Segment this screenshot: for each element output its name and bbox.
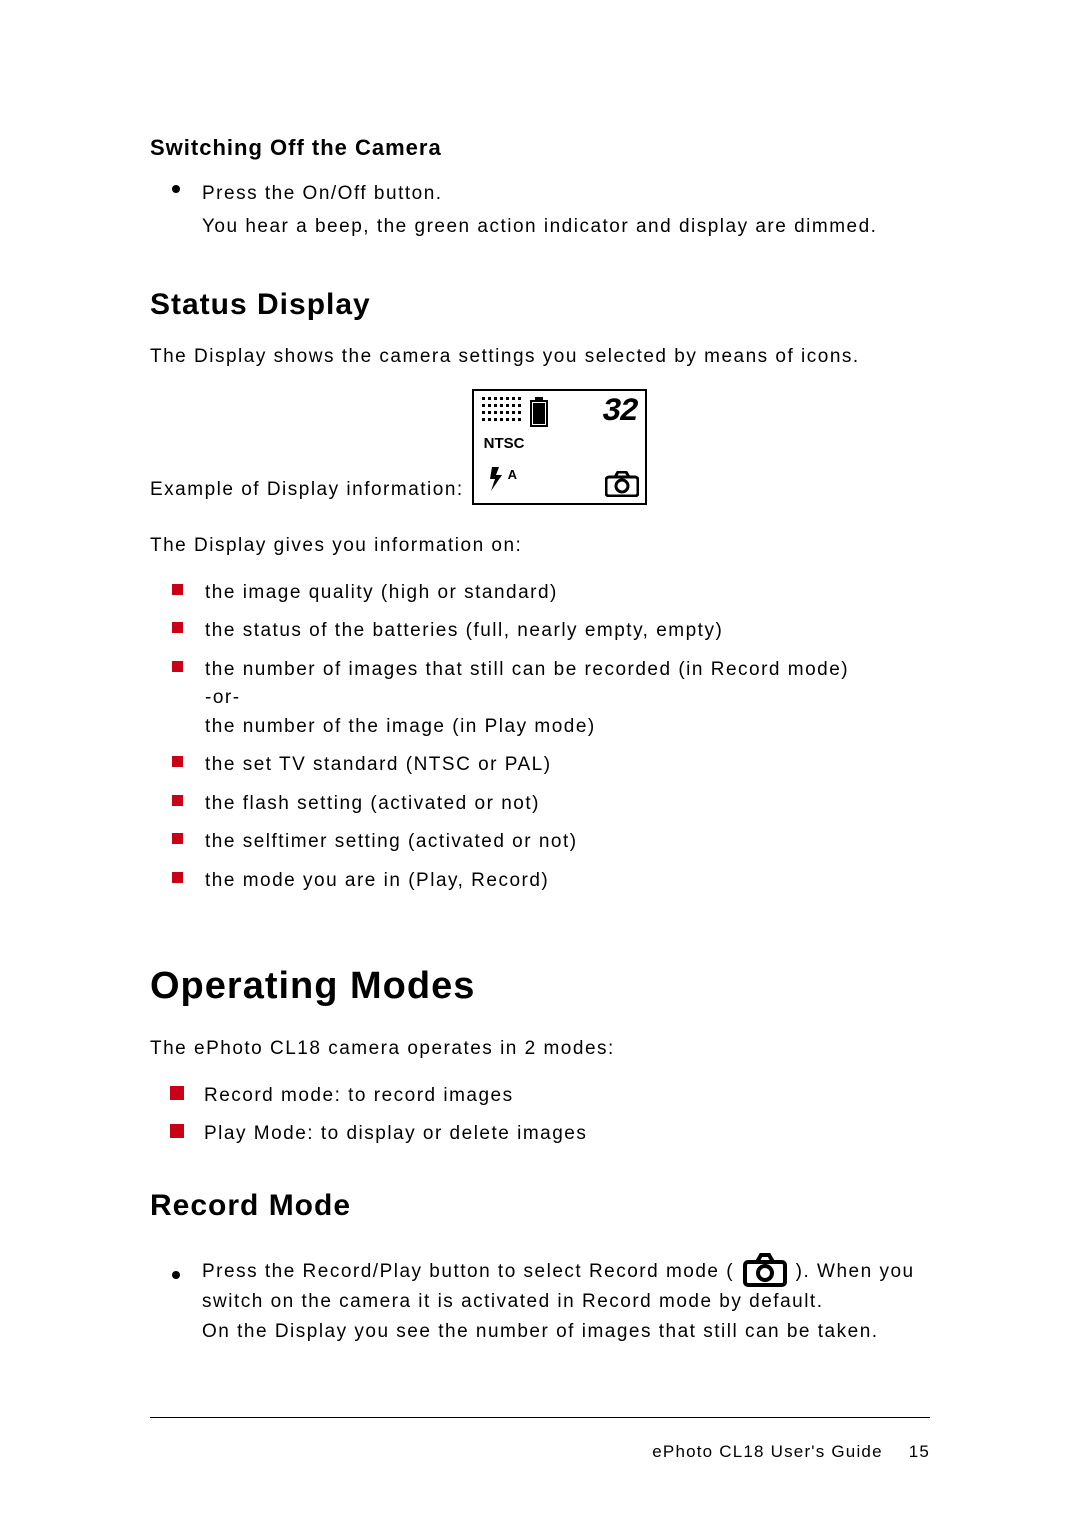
square-bullet-icon [172, 584, 183, 595]
list-item: the image quality (high or standard) [150, 579, 930, 608]
lcd-count: 32 [602, 393, 636, 430]
flash-auto-icon: A [486, 467, 517, 497]
mode-rest: : to record images [335, 1085, 514, 1106]
list-item: Record mode: to record images [150, 1082, 930, 1111]
bullet-dot-icon [172, 185, 180, 193]
square-bullet-icon [170, 1124, 184, 1138]
list-text: Record mode: to record images [204, 1082, 930, 1111]
list-text: the mode you are in (Play, Record) [205, 867, 930, 896]
list-text: the selftimer setting (activated or not) [205, 828, 930, 857]
mode-rest: : to display or delete images [307, 1123, 587, 1144]
footer-guide: ePhoto CL18 User's Guide [652, 1442, 883, 1461]
square-bullet-icon [172, 872, 183, 883]
heading-record-mode: Record Mode [150, 1189, 930, 1223]
footer-rule [150, 1417, 930, 1418]
lcd-display: 32 NTSC A [472, 389, 647, 505]
list-text: Play Mode: to display or delete images [204, 1120, 930, 1149]
square-bullet-icon [172, 833, 183, 844]
step-text: Press the On/Off button. [202, 179, 930, 208]
bullet-step: Press the Record/Play button to select R… [150, 1253, 930, 1348]
record-step-text: Press the Record/Play button to select R… [202, 1253, 930, 1348]
info-intro: The Display gives you information on: [150, 531, 930, 560]
mode-label: Play Mode [204, 1123, 307, 1144]
square-bullet-icon [172, 795, 183, 806]
camera-icon [743, 1253, 787, 1287]
record-pre: Press the Record/Play button to select R… [202, 1261, 734, 1282]
footer: ePhoto CL18 User's Guide 15 [652, 1442, 930, 1462]
square-bullet-icon [172, 756, 183, 767]
bullet-step: Press the On/Off button. [150, 179, 930, 208]
example-label: Example of Display information: [150, 479, 464, 505]
camera-mode-icon [605, 471, 639, 497]
quality-grid-icon [482, 397, 524, 425]
list-item: Play Mode: to display or delete images [150, 1120, 930, 1149]
heading-switching-off: Switching Off the Camera [150, 135, 930, 161]
step-result: You hear a beep, the green action indica… [202, 212, 930, 241]
square-bullet-icon [172, 661, 183, 672]
list-item: the mode you are in (Play, Record) [150, 867, 930, 896]
heading-status-display: Status Display [150, 288, 930, 322]
square-bullet-icon [172, 622, 183, 633]
list-item: the number of images that still can be r… [150, 656, 930, 742]
mode-label: Record mode [204, 1085, 335, 1106]
list-item: the status of the batteries (full, nearl… [150, 617, 930, 646]
list-text: the status of the batteries (full, nearl… [205, 617, 930, 646]
status-intro: The Display shows the camera settings yo… [150, 342, 930, 371]
list-text: the number of images that still can be r… [205, 656, 930, 742]
square-bullet-icon [170, 1086, 184, 1100]
list-text: the set TV standard (NTSC or PAL) [205, 751, 930, 780]
list-text: the image quality (high or standard) [205, 579, 930, 608]
modes-intro: The ePhoto CL18 camera operates in 2 mod… [150, 1034, 930, 1063]
page-number: 15 [909, 1442, 930, 1461]
bullet-dot-icon [172, 1271, 180, 1279]
list-item: the flash setting (activated or not) [150, 790, 930, 819]
battery-icon [530, 397, 548, 427]
lcd-ntsc: NTSC [484, 435, 525, 452]
heading-operating-modes: Operating Modes [150, 965, 930, 1008]
example-row: Example of Display information: 32 NTSC … [150, 389, 930, 505]
list-text: the flash setting (activated or not) [205, 790, 930, 819]
list-item: the selftimer setting (activated or not) [150, 828, 930, 857]
list-item: the set TV standard (NTSC or PAL) [150, 751, 930, 780]
record-line2: On the Display you see the number of ima… [202, 1321, 879, 1342]
